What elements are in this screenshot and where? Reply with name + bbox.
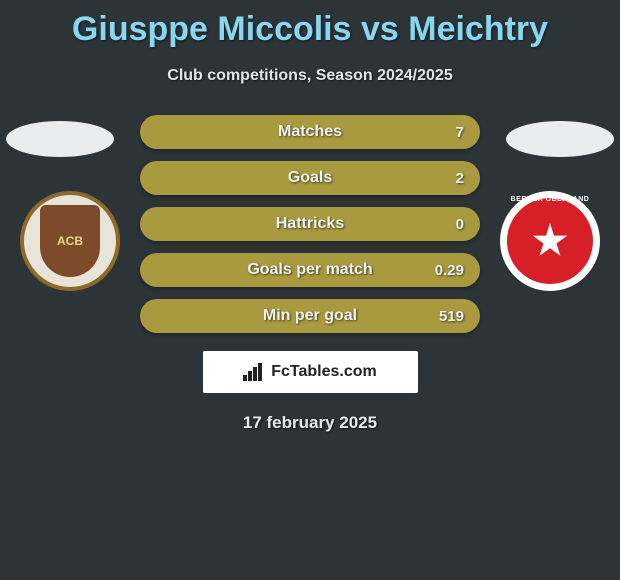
stats-list: Matches 7 Goals 2 Hattricks 0 Goals per match 0… <box>140 115 480 333</box>
attribution-badge: FcTables.com <box>203 351 418 393</box>
stat-label: Matches <box>278 123 342 141</box>
right-player-photo-placeholder <box>506 121 614 157</box>
right-club-logo: BERNER OBERLAND <box>500 191 600 291</box>
comparison-area: ACB BERNER OBERLAND Matches 7 Goals 2 Hattri… <box>0 115 620 333</box>
stat-row: Matches 7 <box>140 115 480 149</box>
right-club-circle-icon: BERNER OBERLAND <box>507 198 593 284</box>
stat-value-right: 519 <box>439 308 464 325</box>
bar-chart-icon <box>243 363 265 381</box>
stat-row: Goals 2 <box>140 161 480 195</box>
stat-label: Min per goal <box>263 307 357 325</box>
stat-row: Min per goal 519 <box>140 299 480 333</box>
stat-label: Goals per match <box>247 261 372 279</box>
stat-row: Goals per match 0.29 <box>140 253 480 287</box>
left-club-shield-icon: ACB <box>40 205 100 277</box>
left-club-abbr: ACB <box>57 234 83 248</box>
stat-row: Hattricks 0 <box>140 207 480 241</box>
star-icon <box>532 223 568 259</box>
stat-value-right: 0.29 <box>435 262 464 279</box>
stat-label: Goals <box>288 169 332 187</box>
stat-value-right: 0 <box>456 216 464 233</box>
date-text: 17 february 2025 <box>0 413 620 433</box>
page-subtitle: Club competitions, Season 2024/2025 <box>0 67 620 85</box>
stat-value-right: 2 <box>456 170 464 187</box>
page-title: Giusppe Miccolis vs Meichtry <box>0 0 620 49</box>
stat-value-right: 7 <box>456 124 464 141</box>
stat-label: Hattricks <box>276 215 344 233</box>
right-club-top-text: BERNER OBERLAND <box>511 196 590 203</box>
attribution-text: FcTables.com <box>271 363 377 381</box>
left-player-photo-placeholder <box>6 121 114 157</box>
left-club-logo: ACB <box>20 191 120 291</box>
